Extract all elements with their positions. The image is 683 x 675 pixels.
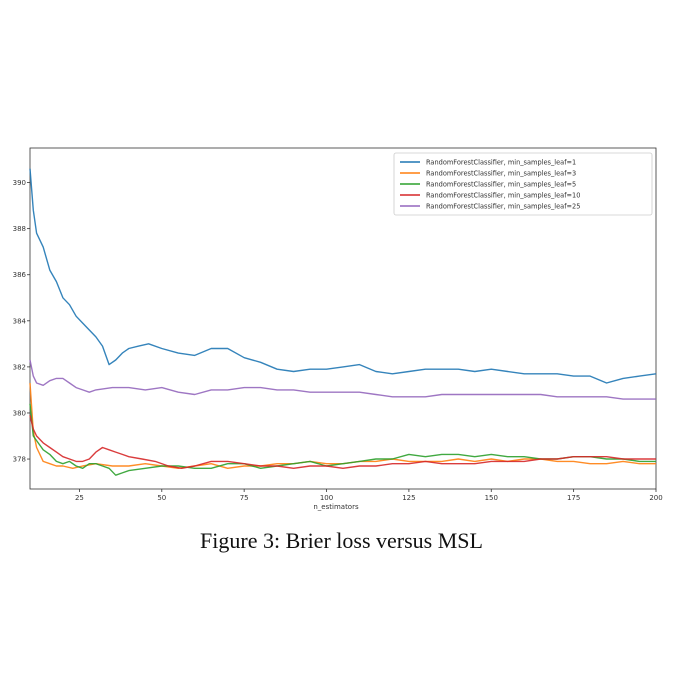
series-line-1 <box>29 168 657 384</box>
y-tick-label-380: 380 <box>13 409 26 417</box>
legend: RandomForestClassifier, min_samples_leaf… <box>393 152 653 216</box>
legend-box <box>393 152 653 216</box>
series-layer <box>29 168 657 476</box>
x-tick-label-150: 150 <box>485 494 498 502</box>
legend-label-4: RandomForestClassifier, min_samples_leaf… <box>426 191 580 199</box>
y-tick-label-378: 378 <box>13 456 26 464</box>
y-tick-label-388: 388 <box>13 225 26 233</box>
x-tick-label-125: 125 <box>402 494 415 502</box>
series-line-4 <box>29 415 656 469</box>
series-line-5 <box>29 359 656 400</box>
axes-layer: 25 50 75 100 125 150 175 200 378 380 382 384 386 388 3… <box>13 179 663 502</box>
legend-label-3: RandomForestClassifier, min_samples_leaf… <box>426 180 576 188</box>
x-tick-label-200: 200 <box>649 494 662 502</box>
legend-label-2: RandomForestClassifier, min_samples_leaf… <box>426 169 576 177</box>
y-tick-label-384: 384 <box>13 317 27 325</box>
x-axis-label: n_estimators <box>313 503 359 511</box>
series-line-3 <box>29 403 656 476</box>
x-tick-label-25: 25 <box>75 494 84 502</box>
x-tick-label-100: 100 <box>320 494 333 502</box>
x-tick-label-75: 75 <box>240 494 249 502</box>
y-tick-label-382: 382 <box>13 363 26 371</box>
x-tick-label-50: 50 <box>157 494 166 502</box>
y-tick-label-386: 386 <box>13 271 27 279</box>
legend-label-1: RandomForestClassifier, min_samples_leaf… <box>426 158 576 166</box>
figure-caption: Figure 3: Brier loss versus MSL <box>200 528 483 553</box>
line-chart: 25 50 75 100 125 150 175 200 378 380 382 384 386 388 3… <box>13 147 663 511</box>
x-tick-label-175: 175 <box>567 494 580 502</box>
y-tick-label-390: 390 <box>13 179 26 187</box>
legend-label-5: RandomForestClassifier, min_samples_leaf… <box>426 202 580 210</box>
